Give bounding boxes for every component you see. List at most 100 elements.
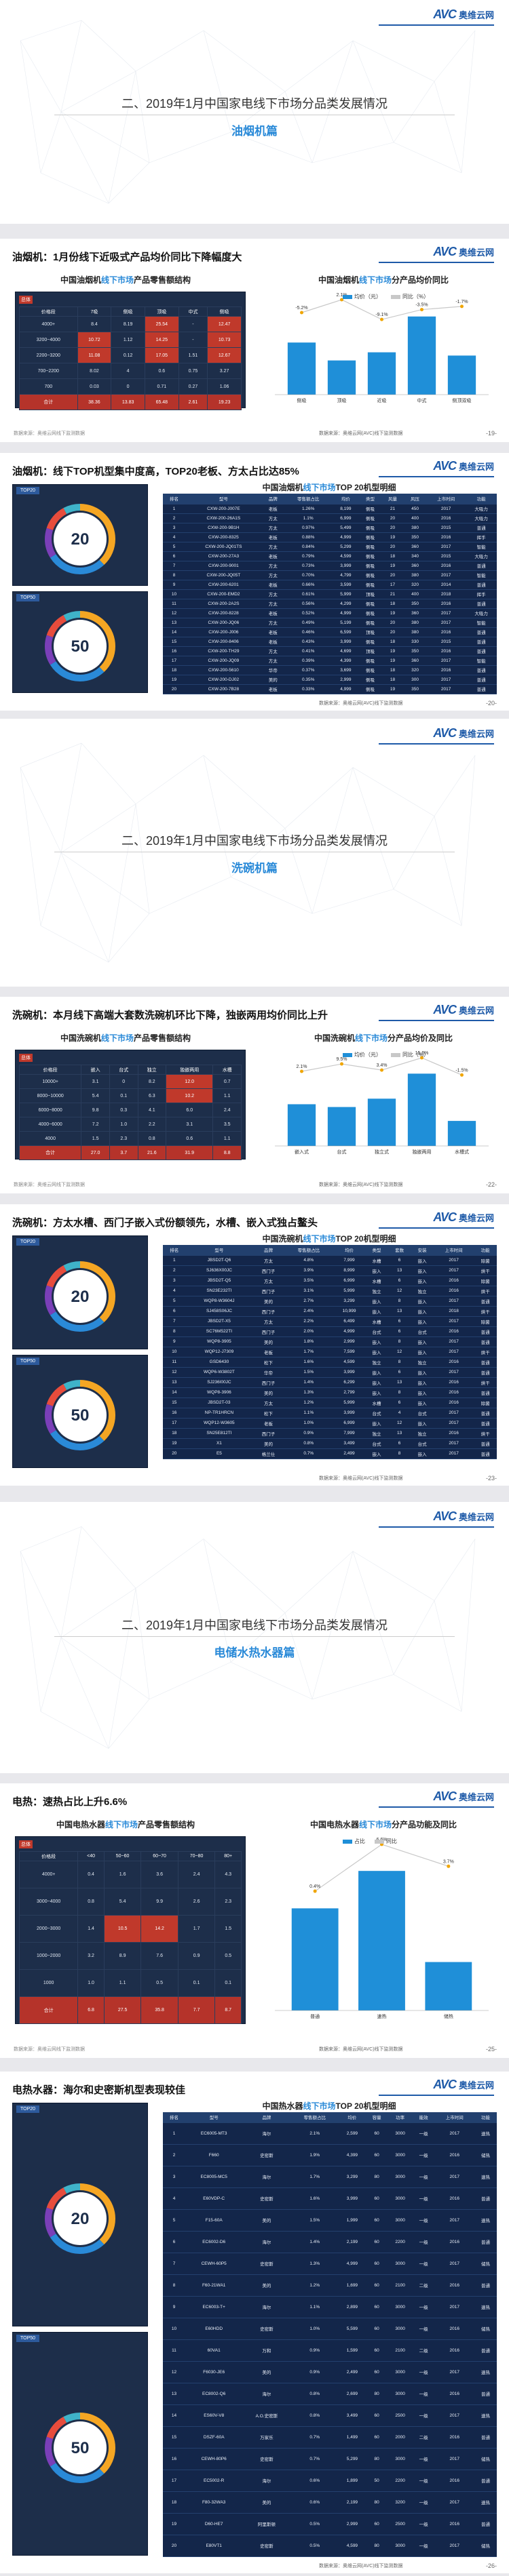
table-cell: WQP12-W3605 bbox=[185, 1418, 253, 1429]
table-row: 16 NP-TR1HRCN 松下 1.1% 3,999 台式 4 台式 2017 普通 bbox=[163, 1408, 497, 1419]
column-header: 类型 bbox=[365, 1245, 388, 1256]
table-cell: 普通 bbox=[474, 1418, 497, 1429]
column-header: 独嵌两用 bbox=[166, 1065, 214, 1075]
table-cell: 方太 bbox=[252, 1398, 284, 1408]
table-cell: 1,499 bbox=[339, 2426, 366, 2449]
table-cell: 1.1 bbox=[103, 1969, 142, 1997]
total-tag[interactable]: 总体 bbox=[19, 1840, 33, 1848]
table-cell: 2017 bbox=[433, 1296, 474, 1307]
table-cell: 2,199 bbox=[339, 2491, 366, 2514]
table-cell: 2014 bbox=[426, 580, 466, 590]
table-row: 3200~4000 10.72 1.12 14.25-10.73 bbox=[19, 332, 242, 348]
table-cell: SJ636X00JC bbox=[185, 1265, 253, 1276]
heading-prefix: 中国油烟机 bbox=[60, 275, 101, 285]
table-cell: 1.5% bbox=[290, 2209, 339, 2232]
tab-TOP50[interactable]: TOP50 bbox=[16, 1357, 40, 1365]
table-cell: 3.1% bbox=[284, 1286, 333, 1296]
table-cell: F60-21WA1 bbox=[185, 2274, 243, 2297]
table-cell: CXW-200-DJ02 bbox=[185, 675, 262, 685]
table-cell: 3.2 bbox=[77, 1942, 105, 1970]
table-cell: F80-32WA3 bbox=[185, 2491, 243, 2514]
table-cell: WQP8-3905 bbox=[185, 1336, 253, 1347]
table-row: 20 CXW-200-7B28 老板 0.33% 4,999 侧吸 19 350 2017 普通 bbox=[163, 684, 497, 694]
table-cell: 独立 bbox=[365, 1357, 388, 1368]
logo-underline bbox=[379, 743, 494, 745]
table-cell: 0.27 bbox=[178, 378, 208, 395]
table-cell: 普通 bbox=[474, 1448, 497, 1459]
tab-TOP20[interactable]: TOP20 bbox=[16, 2105, 40, 2113]
table-cell: 2017 bbox=[433, 1408, 474, 1419]
table-cell: 360 bbox=[404, 542, 427, 552]
table-cell: 4,999 bbox=[332, 684, 360, 694]
total-tag[interactable]: 总体 bbox=[19, 1054, 33, 1062]
yoy-point bbox=[313, 1889, 317, 1893]
heading-prefix: 中国电热水器 bbox=[56, 1820, 105, 1829]
network-background bbox=[20, 20, 476, 204]
top-models-slide: AVC 奥维云网 电热水器：海尔和史密斯机型表现较佳 TOP20 20 TOP50 50 中国… bbox=[0, 2072, 509, 2573]
table-cell: CXW-200-6201 bbox=[185, 580, 262, 590]
table-row: 13 EC8002-Q6 海尔 0.8% 2,699 80 3000 一级 2016 普通 bbox=[163, 2383, 497, 2405]
column-header: 型号 bbox=[185, 2112, 243, 2123]
table-cell: 14 bbox=[163, 1387, 186, 1398]
table-cell: 1000 bbox=[18, 1969, 79, 1997]
total-tag[interactable]: 总体 bbox=[19, 296, 33, 304]
table-cell: 0.8 bbox=[77, 1888, 105, 1916]
table-cell: 普通 bbox=[474, 2470, 497, 2492]
table-cell: 4.8% bbox=[284, 1255, 333, 1266]
table-cell: 1.12 bbox=[111, 332, 145, 348]
table-cell: 1.1 bbox=[212, 1131, 242, 1146]
table-cell: - bbox=[178, 332, 208, 348]
table-cell: 8 bbox=[388, 1296, 411, 1307]
table-header-row: 价格段 7吸 侧吸 顶吸 中式 侧吸 bbox=[19, 306, 242, 317]
table-cell: 2017 bbox=[426, 570, 466, 580]
table-cell: 12.47 bbox=[207, 316, 242, 332]
table-cell: 12 bbox=[388, 1347, 411, 1358]
table-cell: 2017 bbox=[433, 1367, 474, 1378]
table-cell: EC6002-D6 bbox=[185, 2231, 243, 2253]
structure-slide: AVC 奥维云网 洗碗机：本月线下高端大套数洗碗机环比下降，独嵌两用均价同比上升 中国… bbox=[0, 997, 509, 1193]
table-cell: 20 bbox=[381, 627, 404, 637]
table-cell: 一级 bbox=[412, 2253, 435, 2275]
table-cell: 4,999 bbox=[332, 532, 360, 542]
tab-TOP50[interactable]: TOP50 bbox=[16, 594, 40, 601]
table-cell: 0.6 bbox=[144, 363, 179, 379]
table-cell: 独立 bbox=[411, 1357, 434, 1368]
chart-svg: 嵌入式 台式 独立式 独嵌两用 水槽式 2.1% 9.5% 3.4% 15.6% -1.5% bbox=[275, 1051, 489, 1155]
table-cell: 西门子 bbox=[252, 1265, 284, 1276]
table-cell: 9.9 bbox=[140, 1888, 178, 1916]
column-header: 上市时间 bbox=[426, 494, 466, 504]
table-cell: 史密斯 bbox=[242, 2144, 291, 2166]
table-cell: 水槽 bbox=[365, 1275, 388, 1286]
table-row: 2 CXW-200-26A1S 方太 1.1% 6,999 侧吸 20 400 2016 大吸力 bbox=[163, 513, 497, 523]
section-divider-slide: AVC 奥维云网 二、2019年1月中国家电线下市场分品类发展情况 油烟机篇 bbox=[0, 0, 509, 224]
table-cell: 5,999 bbox=[333, 1398, 366, 1408]
tab-TOP20[interactable]: TOP20 bbox=[16, 1238, 40, 1246]
legend-swatch bbox=[343, 1839, 352, 1844]
left-panel-heading: 中国洗碗机线下市场产品零售额结构 bbox=[14, 1032, 238, 1044]
table-cell: 4,399 bbox=[339, 2144, 366, 2166]
table-cell: 8.02 bbox=[77, 363, 112, 379]
table-cell: 6.3 bbox=[137, 1088, 167, 1103]
table-cell: 12 bbox=[388, 1418, 411, 1429]
right-panel-heading: 中国电热水器线下市场分产品功能及同比 bbox=[271, 1819, 495, 1830]
table-cell: 美的 bbox=[261, 675, 284, 685]
table-cell: 海尔 bbox=[242, 2296, 291, 2318]
bar-4 bbox=[447, 1121, 476, 1146]
table-cell: 智能 bbox=[466, 570, 497, 580]
table-cell: 水槽 bbox=[365, 1255, 388, 1266]
table-cell: 8 bbox=[163, 570, 185, 580]
table-row: 18 CXW-200-5610 华帝 0.37% 3,699 侧吸 18 320 2016 普通 bbox=[163, 665, 497, 675]
table-cell: 10 bbox=[163, 1347, 186, 1358]
table-cell: 2017 bbox=[426, 618, 466, 628]
table-cell: 侧吸 bbox=[359, 551, 382, 561]
heading-prefix: 中国油烟机 bbox=[318, 275, 359, 285]
tab-TOP50[interactable]: TOP50 bbox=[16, 2335, 40, 2342]
column-header: 功能 bbox=[474, 1245, 497, 1256]
donut-segment bbox=[45, 2183, 115, 2254]
tab-TOP20[interactable]: TOP20 bbox=[16, 487, 40, 494]
table-cell: 0.9% bbox=[284, 1428, 333, 1439]
table-cell: 0.71 bbox=[144, 378, 179, 395]
table-cell: 19.23 bbox=[207, 394, 242, 410]
table-cell: 0.88% bbox=[284, 532, 333, 542]
table-cell: 二级 bbox=[412, 2339, 435, 2362]
